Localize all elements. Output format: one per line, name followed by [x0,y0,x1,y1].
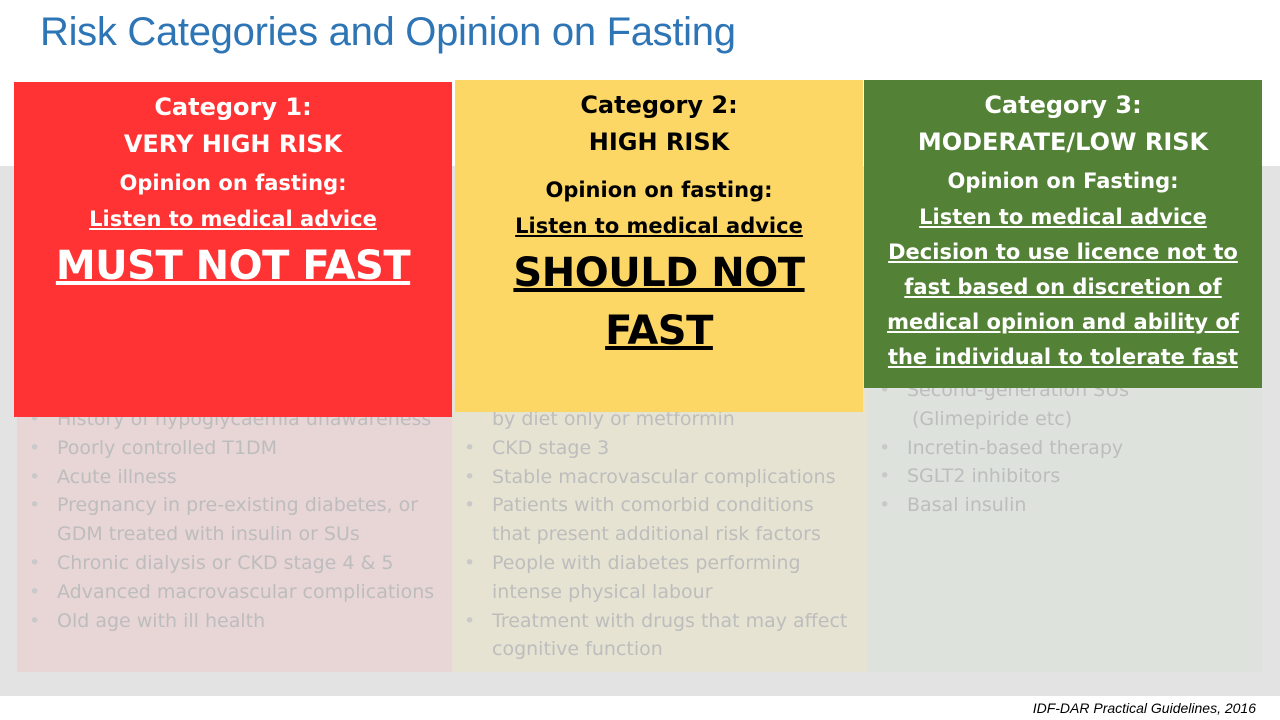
category-2-criteria-list: by diet only or metformin CKD stage 3 St… [452,405,867,664]
list-item: Acute illness [17,463,452,492]
list-item-continuation: that present additional risk factors [492,523,821,546]
risk-level: HIGH RISK [588,128,730,156]
category-heading: Category 2: [580,91,738,119]
opinion-label: Opinion on fasting: [545,178,773,202]
list-item: Incretin-based therapy [867,434,1262,463]
list-item-continuation: GDM treated with insulin or SUs [57,523,360,546]
list-item: Patients with comorbid conditions [452,491,867,520]
category-1-card: Category 1: VERY HIGH RISK Opinion on fa… [14,82,452,417]
list-item: Basal insulin [867,491,1262,520]
list-item: People with diabetes performing [452,549,867,578]
slide-title: Risk Categories and Opinion on Fasting [40,10,736,54]
list-item-continuation: intense physical labour [492,580,713,603]
decision-line: fast based on discretion of [904,275,1222,299]
advice-text: Listen to medical advice [515,214,803,238]
risk-level: MODERATE/LOW RISK [917,128,1209,156]
risk-level: VERY HIGH RISK [123,130,343,158]
verdict-text: SHOULD NOT FAST [513,250,805,354]
opinion-label: Opinion on fasting: [119,171,347,195]
list-item: Treatment with drugs that may affect [452,607,867,636]
category-3-card: Category 3: MODERATE/LOW RISK Opinion on… [864,80,1262,388]
list-item: Advanced macrovascular complications [17,578,452,607]
list-item: Stable macrovascular complications [452,463,867,492]
category-1-criteria-list: History of hypoglycaemia unawareness Poo… [17,405,452,635]
list-item: CKD stage 3 [452,434,867,463]
source-citation: IDF-DAR Practical Guidelines, 2016 [1032,700,1256,716]
advice-text: Listen to medical advice [919,205,1207,229]
decision-line: Decision to use licence not to [888,240,1238,264]
opinion-label: Opinion on Fasting: [947,169,1179,193]
advice-text: Listen to medical advice [89,207,377,231]
category-2-card-header: Category 2: HIGH RISK [455,80,863,166]
list-item: Poorly controlled T1DM [17,434,452,463]
list-item-continuation: cognitive function [492,638,663,661]
list-item: Chronic dialysis or CKD stage 4 & 5 [17,549,452,578]
decision-line: medical opinion and ability of [887,310,1239,334]
category-heading: Category 3: [984,91,1142,119]
decision-line: the individual to tolerate fast [887,345,1239,369]
list-item-continuation: (Glimepiride etc) [912,407,1073,430]
category-heading: Category 1: [154,93,312,121]
list-item: Old age with ill health [17,607,452,636]
list-item: Pregnancy in pre-existing diabetes, or [17,491,452,520]
list-item: SGLT2 inhibitors [867,462,1262,491]
verdict-text: MUST NOT FAST [55,243,411,289]
list-item-continuation: by diet only or metformin [492,408,735,430]
category-3-criteria-list: Second-generation SUs (Glimepiride etc) … [867,376,1262,520]
category-2-card: Opinion on fasting: Listen to medical ad… [455,166,863,412]
